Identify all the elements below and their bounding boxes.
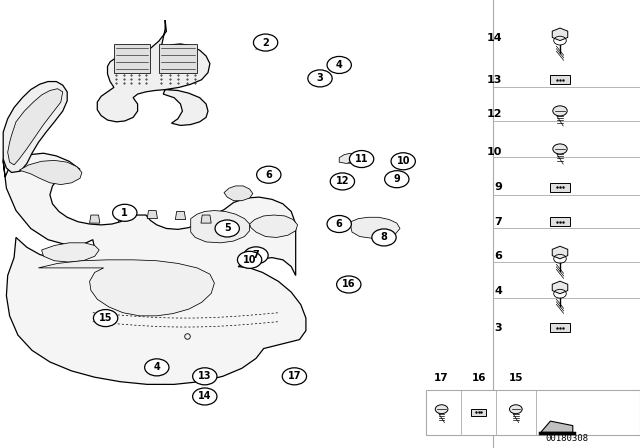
Polygon shape: [471, 409, 486, 416]
Circle shape: [215, 220, 239, 237]
Polygon shape: [38, 260, 214, 316]
Polygon shape: [147, 211, 157, 219]
Polygon shape: [97, 20, 210, 125]
Text: 3: 3: [317, 73, 323, 83]
Text: 3: 3: [495, 323, 502, 333]
Polygon shape: [19, 160, 82, 185]
Polygon shape: [552, 281, 568, 294]
Polygon shape: [191, 211, 250, 243]
Polygon shape: [159, 44, 197, 73]
Circle shape: [327, 215, 351, 233]
Text: 16: 16: [472, 373, 486, 383]
Circle shape: [113, 204, 137, 221]
Circle shape: [282, 368, 307, 385]
Text: 4: 4: [495, 286, 502, 296]
Text: 10: 10: [396, 156, 410, 166]
Text: 6: 6: [266, 170, 272, 180]
Text: 6: 6: [495, 251, 502, 261]
Polygon shape: [550, 323, 570, 332]
Polygon shape: [42, 243, 99, 262]
Polygon shape: [201, 215, 211, 223]
Circle shape: [193, 388, 217, 405]
Circle shape: [237, 251, 262, 268]
Text: 2: 2: [262, 38, 269, 47]
Text: 9: 9: [495, 182, 502, 192]
Circle shape: [337, 276, 361, 293]
Polygon shape: [550, 217, 570, 226]
Text: 1: 1: [122, 208, 128, 218]
Text: 7: 7: [253, 250, 259, 260]
Polygon shape: [339, 153, 355, 164]
Circle shape: [385, 171, 409, 188]
Circle shape: [349, 151, 374, 168]
Circle shape: [330, 173, 355, 190]
Circle shape: [435, 405, 448, 414]
Text: 17: 17: [435, 373, 449, 383]
Circle shape: [553, 106, 567, 116]
Circle shape: [253, 34, 278, 51]
Polygon shape: [550, 75, 570, 84]
Text: 13: 13: [487, 75, 502, 85]
Polygon shape: [552, 246, 568, 259]
Polygon shape: [222, 220, 232, 228]
Text: 14: 14: [198, 392, 212, 401]
Polygon shape: [552, 28, 568, 41]
Text: 4: 4: [154, 362, 160, 372]
Circle shape: [145, 359, 169, 376]
Polygon shape: [426, 390, 640, 435]
Text: 6: 6: [336, 219, 342, 229]
Text: 13: 13: [198, 371, 212, 381]
Text: 12: 12: [487, 109, 502, 119]
Polygon shape: [118, 211, 128, 220]
Polygon shape: [3, 82, 67, 172]
Text: 17: 17: [287, 371, 301, 381]
Polygon shape: [8, 89, 63, 165]
Circle shape: [391, 153, 415, 170]
Text: 00180308: 00180308: [546, 434, 589, 443]
Text: 4: 4: [336, 60, 342, 70]
Text: 14: 14: [487, 33, 502, 43]
Polygon shape: [541, 421, 573, 432]
Polygon shape: [351, 217, 400, 238]
Text: 15: 15: [99, 313, 113, 323]
Circle shape: [553, 144, 567, 154]
Text: 10: 10: [487, 147, 502, 157]
Circle shape: [244, 247, 268, 264]
Text: 16: 16: [342, 280, 356, 289]
Text: 15: 15: [509, 373, 523, 383]
Polygon shape: [175, 211, 186, 220]
Text: 11: 11: [355, 154, 369, 164]
Polygon shape: [114, 44, 150, 73]
Text: 8: 8: [381, 233, 387, 242]
Polygon shape: [224, 186, 253, 201]
Polygon shape: [550, 183, 570, 192]
Circle shape: [93, 310, 118, 327]
Text: 7: 7: [495, 217, 502, 227]
Polygon shape: [90, 215, 100, 223]
Text: 12: 12: [335, 177, 349, 186]
Polygon shape: [250, 215, 298, 237]
Text: 5: 5: [224, 224, 230, 233]
Circle shape: [372, 229, 396, 246]
Text: 9: 9: [394, 174, 400, 184]
Circle shape: [257, 166, 281, 183]
Polygon shape: [3, 139, 306, 384]
Circle shape: [327, 56, 351, 73]
Text: 10: 10: [243, 255, 257, 265]
Circle shape: [509, 405, 522, 414]
Circle shape: [308, 70, 332, 87]
Circle shape: [193, 368, 217, 385]
